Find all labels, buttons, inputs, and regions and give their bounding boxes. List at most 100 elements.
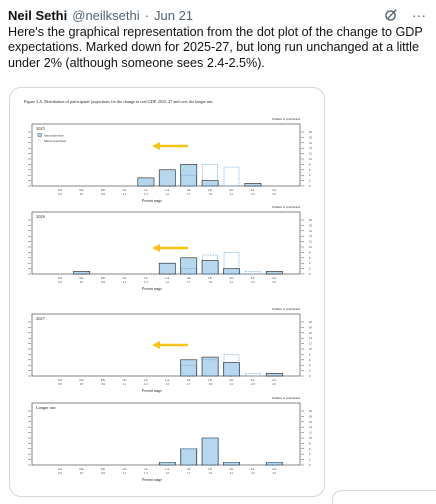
panel-2-xtick-label: 1.9 [208, 281, 212, 284]
panel-3-xtick-label: 2.5 [273, 383, 277, 386]
panel-3-bar-june [265, 372, 283, 377]
panel-1-xtick-label: 1.7 [187, 193, 191, 196]
panel-3-xlabel: Percent range [142, 389, 162, 393]
panel-1-ytick-label: 4 [309, 174, 311, 177]
panel-1-xtick-label: 2.2- [251, 189, 255, 192]
panel-3-ytick-label: 0 [309, 375, 311, 378]
panel-3-frame [31, 313, 301, 377]
panel-2-xtick-label: 0.8- [101, 277, 105, 280]
panel-4-frame [31, 402, 301, 466]
panel-3-xtick-label: 2.0- [229, 379, 233, 382]
tweet-text: Here's the graphical representation from… [8, 25, 423, 70]
panel-1-ytick-label: 12 [309, 153, 312, 156]
panel-3-xtick-label: 0.8- [101, 379, 105, 382]
panel-1-xtick-label: 0.5 [59, 193, 63, 196]
panel-2-xtick-label: 2.4- [272, 277, 276, 280]
panel-3-xtick-label: 2.2- [251, 379, 255, 382]
panel-1-xtick-label: 0.7 [80, 193, 84, 196]
panel-4-xtick-label: 1.7 [187, 472, 191, 475]
panel-3-ytick-label: 14 [309, 337, 312, 340]
panel-3-xtick-label: 1.6- [186, 379, 190, 382]
panel-4-xtick-label: 0.6- [79, 468, 83, 471]
panel-4-bar-march [202, 437, 218, 466]
grok-icon[interactable] [382, 6, 400, 24]
panel-3-ytick-label: 6 [309, 359, 311, 362]
panel-1-bar-march [223, 166, 240, 187]
panel-2-ytick-label: 12 [309, 241, 312, 244]
panel-1-ytick-label: 0 [309, 185, 311, 188]
panel-2-bar-march [223, 252, 240, 275]
panel-3-xtick-label: 1.3 [144, 383, 148, 386]
panel-2-bar-march [202, 254, 218, 275]
panel-3-xtick-label: 2.1 [230, 383, 234, 386]
panel-1-xtick-label: 1.6- [186, 189, 190, 192]
legend-previous-label: March projections [44, 139, 67, 143]
panel-2-count-label: Number of participants [272, 205, 301, 209]
panel-4-xtick-label: 1.0- [122, 468, 126, 471]
panel-2-ytick-label: 6 [309, 257, 311, 260]
panel-3-xtick-label: 1.8- [208, 379, 212, 382]
panel-4-xtick-label: 0.7 [80, 472, 84, 475]
panel-1-arrow-head [152, 142, 160, 150]
header-icons: ··· [382, 6, 428, 24]
panel-1-count-label: Number of participants [272, 117, 301, 121]
panel-4-ytick-label: 20 [309, 410, 312, 413]
panel-2-ytick-label: 16 [309, 230, 312, 233]
panel-1-bar-march [180, 174, 197, 187]
panel-3-xtick-label: 1.2- [144, 379, 148, 382]
panel-1-title: 2025 [36, 126, 46, 131]
panel-3-bar-march [223, 354, 240, 377]
panel-3-xtick-label: 1.9 [208, 383, 212, 386]
panel-4-ytick-label: 4 [309, 453, 311, 456]
panel-4-bar-march [159, 461, 176, 466]
panel-4-ytick-label: 10 [309, 437, 312, 440]
panel-4-xlabel: Percent range [142, 478, 162, 482]
panel-2-xtick-label: 2.3 [251, 281, 255, 284]
panel-1-xtick-label: 2.4- [272, 189, 276, 192]
panel-2-ytick-label: 10 [309, 246, 312, 249]
panel-2-bar-march [180, 268, 197, 275]
panel-4-ytick-label: 14 [309, 426, 312, 429]
panel-2-xtick-label: 0.4- [58, 277, 62, 280]
tweet-header: Neil Sethi @neilksethi · Jun 21 ··· [8, 6, 428, 24]
panel-4-xtick-label: 1.4- [165, 468, 169, 471]
tweet-date[interactable]: Jun 21 [154, 7, 194, 23]
panel-1-ytick-label: 18 [309, 136, 312, 139]
panel-4-xtick-label: 2.1 [230, 472, 234, 475]
panel-4-bar-june [201, 437, 219, 466]
more-icon[interactable]: ··· [412, 7, 426, 23]
panel-2-bar-june [223, 268, 240, 275]
tweet-media[interactable]: Figure 3.A. Distribution of participants… [9, 87, 325, 497]
panel-2-xtick-label: 1.6- [186, 277, 190, 280]
panel-2-xtick-label: 0.9 [101, 281, 105, 284]
panel-2-xtick-label: 2.5 [273, 281, 277, 284]
dot-plot-figure: Figure 3.A. Distribution of participants… [24, 99, 312, 482]
panel-2-ytick-label: 0 [309, 273, 311, 276]
panel-3-ytick-label: 10 [309, 348, 312, 351]
panel-1-ytick-label: 20 [309, 131, 312, 134]
legend-current-label: June projections [44, 133, 64, 137]
panel-2-xtick-label: 1.8- [208, 277, 212, 280]
panel-3-ytick-label: 16 [309, 332, 312, 335]
panel-1-xtick-label: 1.0- [122, 189, 126, 192]
panel-4-bar-march [223, 461, 240, 466]
panel-3-title: 2027 [36, 316, 46, 321]
next-card-edge [332, 490, 436, 504]
panel-4-ytick-label: 8 [309, 442, 311, 445]
panel-2-title: 2026 [36, 214, 46, 219]
panel-1-xtick-label: 2.0- [229, 189, 233, 192]
panel-2-ytick-label: 2 [309, 268, 311, 271]
panel-2-ytick-label: 18 [309, 224, 312, 227]
panel-2-xlabel: Percent range [142, 287, 162, 291]
panel-3-ytick-label: 12 [309, 343, 312, 346]
author-name[interactable]: Neil Sethi [8, 7, 68, 23]
panel-4-xtick-label: 1.9 [208, 472, 212, 475]
panel-2-bar-june [158, 262, 176, 275]
panel-1-ytick-label: 6 [309, 169, 311, 172]
author-handle[interactable]: @neilksethi [72, 7, 140, 23]
panel-4-xtick-label: 2.4- [272, 468, 276, 471]
panel-3-xtick-label: 1.1 [123, 383, 127, 386]
panel-3-xtick-label: 0.7 [80, 383, 84, 386]
panel-2-bar-june [201, 260, 219, 275]
panel-4-xtick-label: 2.0- [229, 468, 233, 471]
